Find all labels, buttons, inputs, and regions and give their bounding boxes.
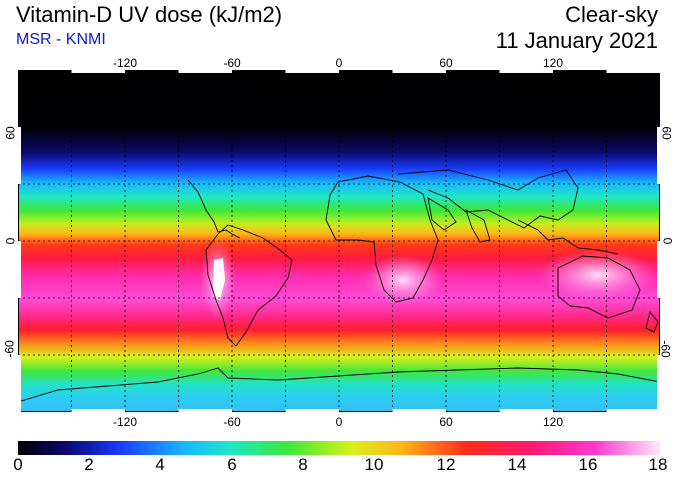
frame-segment bbox=[18, 241, 21, 298]
left-lat-tick: 60 bbox=[3, 126, 18, 140]
frame-segment bbox=[71, 409, 125, 412]
sky-condition-label: Clear-sky bbox=[565, 2, 658, 27]
frame-segment bbox=[499, 70, 553, 73]
frame-segment bbox=[71, 70, 125, 73]
frame-segment bbox=[606, 70, 660, 73]
frame-segment bbox=[657, 127, 660, 184]
high-dose-region-australia bbox=[538, 250, 658, 300]
colorbar-label: 2 bbox=[84, 455, 94, 474]
frame-segment bbox=[392, 70, 446, 73]
coastline-australia bbox=[557, 255, 641, 319]
colorbar-label: 6 bbox=[227, 455, 237, 474]
top-lon-tick: -120 bbox=[112, 56, 138, 70]
top-lon-tick: 0 bbox=[335, 56, 343, 70]
colorbar-label: 18 bbox=[648, 455, 668, 474]
coastline-south-america bbox=[205, 224, 293, 347]
colorbar-gradient bbox=[18, 441, 660, 455]
graticule bbox=[18, 70, 660, 412]
frame-segment bbox=[285, 70, 339, 73]
bottom-lon-tick: -60 bbox=[223, 415, 241, 429]
colorbar-label: 8 bbox=[298, 455, 308, 474]
colorbar-label: 0 bbox=[13, 455, 23, 474]
bottom-lon-tick: -120 bbox=[112, 415, 138, 429]
altiplano-peak bbox=[213, 258, 225, 300]
high-dose-region-africa bbox=[363, 255, 443, 305]
frame-segment bbox=[18, 127, 21, 184]
frame-segment bbox=[18, 355, 21, 412]
bottom-lon-tick: 60 bbox=[439, 415, 453, 429]
right-lat-tick: -60 bbox=[658, 340, 673, 358]
frame-segment bbox=[392, 409, 446, 412]
left-lat-tick: 0 bbox=[3, 237, 18, 245]
coastline-new-zealand bbox=[645, 311, 659, 333]
bottom-lon-tick: 120 bbox=[542, 415, 564, 429]
frame-segment bbox=[657, 355, 660, 412]
coastline-arabia bbox=[427, 197, 457, 231]
top-lon-tick: 60 bbox=[439, 56, 453, 70]
frame-segment bbox=[178, 409, 232, 412]
coastline-eurasia bbox=[397, 169, 579, 229]
left-lat-tick: -60 bbox=[2, 340, 17, 358]
coastline-antarctica bbox=[18, 367, 660, 403]
frame-segment bbox=[285, 409, 339, 412]
colorbar bbox=[18, 441, 660, 455]
colorbar-label: 10 bbox=[364, 455, 384, 474]
coastline-north-america bbox=[187, 179, 241, 239]
right-lat-tick: 60 bbox=[659, 126, 674, 140]
frame-scale-marks bbox=[18, 70, 660, 412]
right-lat-tick: 0 bbox=[660, 237, 675, 245]
coastline-india bbox=[465, 209, 491, 243]
bottom-lon-tick: 0 bbox=[335, 415, 343, 429]
colorbar-label: 14 bbox=[507, 455, 527, 474]
uv-dose-map bbox=[18, 70, 660, 412]
frame-segment bbox=[178, 70, 232, 73]
colorbar-label: 4 bbox=[155, 455, 165, 474]
coastline-southeast-asia bbox=[517, 219, 619, 255]
frame-segment bbox=[499, 409, 553, 412]
map-title: Vitamin-D UV dose (kJ/m2) bbox=[16, 2, 283, 27]
source-label: MSR - KNMI bbox=[16, 31, 106, 48]
coastline-africa bbox=[325, 175, 439, 303]
colorbar-label: 12 bbox=[436, 455, 456, 474]
colorbar-label: 16 bbox=[578, 455, 598, 474]
date-label: 11 January 2021 bbox=[495, 28, 658, 53]
frame-segment bbox=[657, 241, 660, 298]
coastlines bbox=[18, 169, 660, 403]
frame-segment bbox=[606, 409, 660, 412]
top-lon-tick: 120 bbox=[542, 56, 564, 70]
top-lon-tick: -60 bbox=[223, 56, 241, 70]
